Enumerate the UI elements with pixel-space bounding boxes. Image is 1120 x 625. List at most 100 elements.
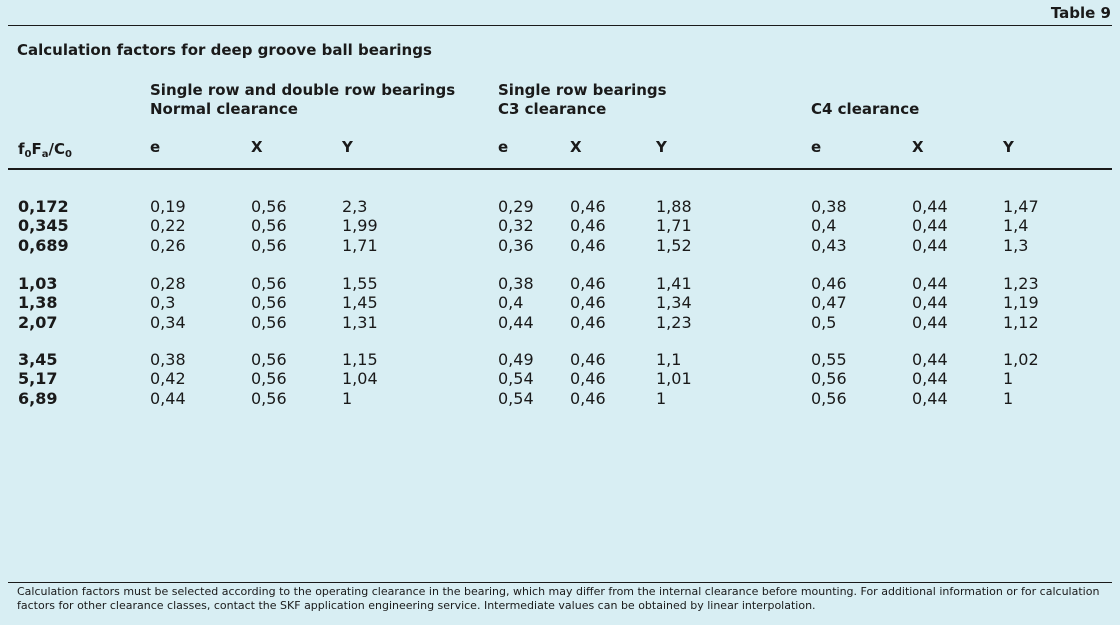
cells-normal-x: 0,56 0,56 0,56 xyxy=(251,350,287,408)
cells-c3-x: 0,46 0,46 0,46 xyxy=(570,350,606,408)
cells-normal-e: 0,19 0,22 0,26 xyxy=(150,197,186,255)
cell: 1,31 xyxy=(342,312,378,332)
cell: 0,46 xyxy=(570,312,606,332)
cell: 0,38 xyxy=(498,274,534,293)
cells-c4-y: 1,23 1,19 1,12 xyxy=(1003,274,1039,332)
cells-c3-e: 0,49 0,54 0,54 xyxy=(498,350,534,408)
group-header-line2: C4 clearance xyxy=(811,100,920,118)
row-label: 2,07 xyxy=(18,312,58,332)
cell: 0,55 xyxy=(811,350,847,369)
cells-normal-y: 1,15 1,04 1 xyxy=(342,350,378,408)
cell: 0,46 xyxy=(570,293,606,313)
group-header-line2: Normal clearance xyxy=(150,100,298,118)
cell: 0,3 xyxy=(150,293,176,313)
col-header-y: Y xyxy=(342,138,353,156)
cell: 1,02 xyxy=(1003,350,1039,369)
col-header-e: e xyxy=(811,138,822,156)
cell: 1,15 xyxy=(342,350,378,369)
cells-c3-e: 0,29 0,32 0,36 xyxy=(498,197,534,255)
col-header-x: X xyxy=(912,138,924,156)
cell: 1,23 xyxy=(656,312,692,332)
footnote: Calculation factors must be selected acc… xyxy=(17,585,1100,612)
cell: 0,22 xyxy=(150,216,186,236)
cells-c4-e: 0,46 0,47 0,5 xyxy=(811,274,847,332)
cells-c4-e: 0,55 0,56 0,56 xyxy=(811,350,847,408)
cell: 0,4 xyxy=(811,216,837,236)
cell: 0,34 xyxy=(150,312,186,332)
cell: 1,3 xyxy=(1003,235,1029,255)
cell: 0,29 xyxy=(498,197,534,216)
cells-c4-x: 0,44 0,44 0,44 xyxy=(912,274,948,332)
cell: 0,28 xyxy=(150,274,186,293)
col-header-y: Y xyxy=(656,138,667,156)
cells-c3-y: 1,88 1,71 1,52 xyxy=(656,197,692,255)
col-header-y: Y xyxy=(1003,138,1014,156)
cells-c3-x: 0,46 0,46 0,46 xyxy=(570,274,606,332)
cell: 0,44 xyxy=(912,293,948,313)
group-header-line2: C3 clearance xyxy=(498,100,607,118)
cell: 0,49 xyxy=(498,350,534,369)
cell: 0,54 xyxy=(498,369,534,389)
table-title: Calculation factors for deep groove ball… xyxy=(17,41,432,59)
cell: 0,46 xyxy=(570,274,606,293)
cell: 2,3 xyxy=(342,197,368,216)
cell: 0,46 xyxy=(570,369,606,389)
cell: 0,54 xyxy=(498,388,534,408)
cell: 0,38 xyxy=(811,197,847,216)
row-label: 6,89 xyxy=(18,388,58,408)
row-header-slash: /C xyxy=(48,140,66,158)
cells-c4-y: 1,02 1 1 xyxy=(1003,350,1039,408)
cell: 0,32 xyxy=(498,216,534,236)
row-label: 5,17 xyxy=(18,369,58,389)
cell: 0,46 xyxy=(570,216,606,236)
group-header-c3: Single row bearings C3 clearance xyxy=(498,81,667,119)
cell: 0,56 xyxy=(251,235,287,255)
group-header-c4: C4 clearance xyxy=(811,100,919,119)
cell: 1,45 xyxy=(342,293,378,313)
cell: 0,42 xyxy=(150,369,186,389)
cell: 0,36 xyxy=(498,235,534,255)
col-header-e: e xyxy=(498,138,509,156)
cell: 0,56 xyxy=(251,312,287,332)
cells-normal-x: 0,56 0,56 0,56 xyxy=(251,197,287,255)
col-header-x: X xyxy=(570,138,582,156)
cells-c4-x: 0,44 0,44 0,44 xyxy=(912,197,948,255)
row-labels: 0,172 0,345 0,689 xyxy=(18,197,69,255)
cell: 0,26 xyxy=(150,235,186,255)
cell: 0,56 xyxy=(251,216,287,236)
cells-c4-e: 0,38 0,4 0,43 xyxy=(811,197,847,255)
cell: 0,44 xyxy=(912,369,948,389)
cell: 0,44 xyxy=(912,312,948,332)
cell: 1,4 xyxy=(1003,216,1029,236)
cell: 1,88 xyxy=(656,197,692,216)
row-labels: 3,45 5,17 6,89 xyxy=(18,350,57,408)
cell: 1,52 xyxy=(656,235,692,255)
cells-normal-y: 2,3 1,99 1,71 xyxy=(342,197,378,255)
cell: 1,1 xyxy=(656,350,682,369)
cell: 0,56 xyxy=(251,350,287,369)
cell: 1,41 xyxy=(656,274,692,293)
cells-c3-x: 0,46 0,46 0,46 xyxy=(570,197,606,255)
cell: 1,71 xyxy=(342,235,378,255)
cell: 1,23 xyxy=(1003,274,1039,293)
col-header-e: e xyxy=(150,138,161,156)
cell: 0,44 xyxy=(912,235,948,255)
cell: 0,44 xyxy=(150,388,186,408)
row-label: 3,45 xyxy=(18,350,58,369)
cell: 0,44 xyxy=(912,350,948,369)
row-label: 0,345 xyxy=(18,216,69,236)
cell: 1,55 xyxy=(342,274,378,293)
cell: 1,19 xyxy=(1003,293,1039,313)
header-rule xyxy=(8,168,1112,170)
cells-normal-y: 1,55 1,45 1,31 xyxy=(342,274,378,332)
cells-c3-y: 1,41 1,34 1,23 xyxy=(656,274,692,332)
row-label: 1,03 xyxy=(18,274,58,293)
cell: 1,12 xyxy=(1003,312,1039,332)
row-labels: 1,03 1,38 2,07 xyxy=(18,274,57,332)
cell: 1,47 xyxy=(1003,197,1039,216)
cell: 0,56 xyxy=(811,388,847,408)
cell: 0,56 xyxy=(251,369,287,389)
cell: 0,56 xyxy=(251,293,287,313)
cells-normal-e: 0,28 0,3 0,34 xyxy=(150,274,186,332)
cell: 0,44 xyxy=(912,216,948,236)
